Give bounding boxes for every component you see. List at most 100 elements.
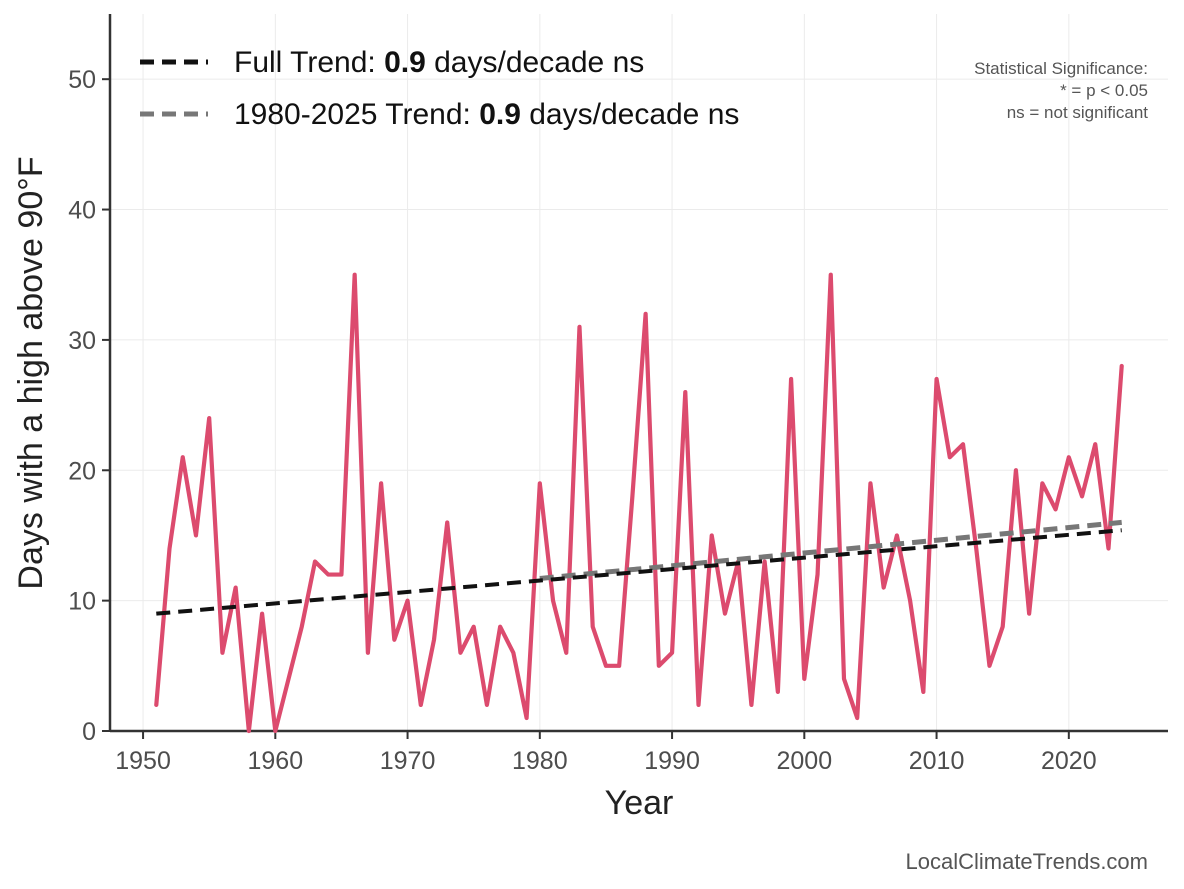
source-credit: LocalClimateTrends.com [906, 849, 1149, 874]
data-point [432, 638, 436, 642]
data-point [1067, 455, 1071, 459]
legend-label-prefix: 1980-2025 Trend: [234, 98, 479, 131]
data-point [538, 481, 542, 485]
x-tick-label: 2000 [777, 747, 833, 775]
y-tick-label: 50 [68, 66, 96, 94]
data-point [591, 625, 595, 629]
data-point [181, 455, 185, 459]
trend-lines [156, 519, 1122, 616]
data-point [1014, 468, 1018, 472]
legend-label-prefix: Full Trend: [234, 46, 384, 79]
data-point [630, 494, 634, 498]
data-point [511, 651, 515, 655]
data-point [868, 481, 872, 485]
data-point [987, 664, 991, 668]
data-point [776, 690, 780, 694]
data-point [445, 520, 449, 524]
data-point [921, 690, 925, 694]
data-point [683, 390, 687, 394]
data-point [485, 703, 489, 707]
data-point [908, 599, 912, 603]
data-point [1080, 494, 1084, 498]
legend-trend-value: 0.9 [479, 98, 521, 131]
data-point [935, 377, 939, 381]
data-point [617, 664, 621, 668]
data-point [604, 664, 608, 668]
legend-label: Full Trend: 0.9 days/decade ns [234, 46, 644, 79]
series-line [154, 272, 1124, 734]
ticks: 0 10 20 30 40 50 1950 1960 1970 1980 1990 2000 2010 2… [68, 66, 1096, 775]
data-point [260, 612, 264, 616]
data-point [1040, 481, 1044, 485]
significance-ns-key: ns = not significant [1007, 103, 1149, 122]
data-point [816, 573, 820, 577]
x-tick-label: 1950 [115, 747, 171, 775]
data-point [1001, 625, 1005, 629]
legend-trend-value: 0.9 [384, 46, 426, 79]
legend-label-suffix: days/decade ns [426, 46, 644, 79]
data-point [247, 729, 251, 733]
data-point [273, 729, 277, 733]
x-tick-label: 1990 [644, 747, 700, 775]
data-point [697, 703, 701, 707]
x-tick-label: 1980 [512, 747, 568, 775]
legend: Full Trend: 0.9 days/decade ns 1980-2025 … [140, 46, 739, 131]
data-point [855, 716, 859, 720]
data-point [710, 533, 714, 537]
data-point [749, 703, 753, 707]
legend-label: 1980-2025 Trend: 0.9 days/decade ns [234, 98, 739, 131]
data-point [789, 377, 793, 381]
data-point [154, 703, 158, 707]
data-point [339, 573, 343, 577]
data-point [207, 416, 211, 420]
x-tick-label: 1970 [380, 747, 436, 775]
y-axis-title: Days with a high above 90°F [12, 156, 50, 589]
data-point [234, 586, 238, 590]
y-tick-label: 0 [82, 718, 96, 746]
significance-star-key: * = p < 0.05 [1060, 81, 1148, 100]
x-axis-title: Year [605, 784, 674, 822]
significance-title: Statistical Significance: [974, 59, 1148, 78]
grid [110, 14, 1168, 732]
data-point [498, 625, 502, 629]
recent-trend-line [539, 519, 1122, 581]
full-trend-line [156, 528, 1122, 616]
data-series [154, 272, 1124, 734]
data-point [882, 586, 886, 590]
y-tick-label: 20 [68, 457, 96, 485]
x-tick-label: 1960 [248, 747, 304, 775]
data-point [802, 677, 806, 681]
y-tick-label: 10 [68, 588, 96, 616]
data-point [392, 638, 396, 642]
data-point [577, 325, 581, 329]
data-point [842, 677, 846, 681]
data-point [353, 273, 357, 277]
data-point [1027, 612, 1031, 616]
x-tick-label: 2010 [909, 747, 965, 775]
data-point [974, 546, 978, 550]
data-point [895, 533, 899, 537]
data-point [326, 573, 330, 577]
significance-note: Statistical Significance: * = p < 0.05 n… [974, 59, 1148, 122]
data-point [366, 651, 370, 655]
axes [108, 14, 1168, 733]
data-point [1093, 442, 1097, 446]
data-point [644, 312, 648, 316]
data-point [1054, 507, 1058, 511]
data-point [458, 651, 462, 655]
data-point [287, 677, 291, 681]
data-point [168, 546, 172, 550]
data-point [763, 560, 767, 564]
data-point [551, 599, 555, 603]
data-point [313, 560, 317, 564]
data-point [220, 651, 224, 655]
data-point [525, 716, 529, 720]
data-point [1106, 546, 1110, 550]
data-point [961, 442, 965, 446]
data-point [194, 533, 198, 537]
data-point [300, 625, 304, 629]
data-point [657, 664, 661, 668]
y-tick-label: 40 [68, 197, 96, 225]
data-point [564, 651, 568, 655]
